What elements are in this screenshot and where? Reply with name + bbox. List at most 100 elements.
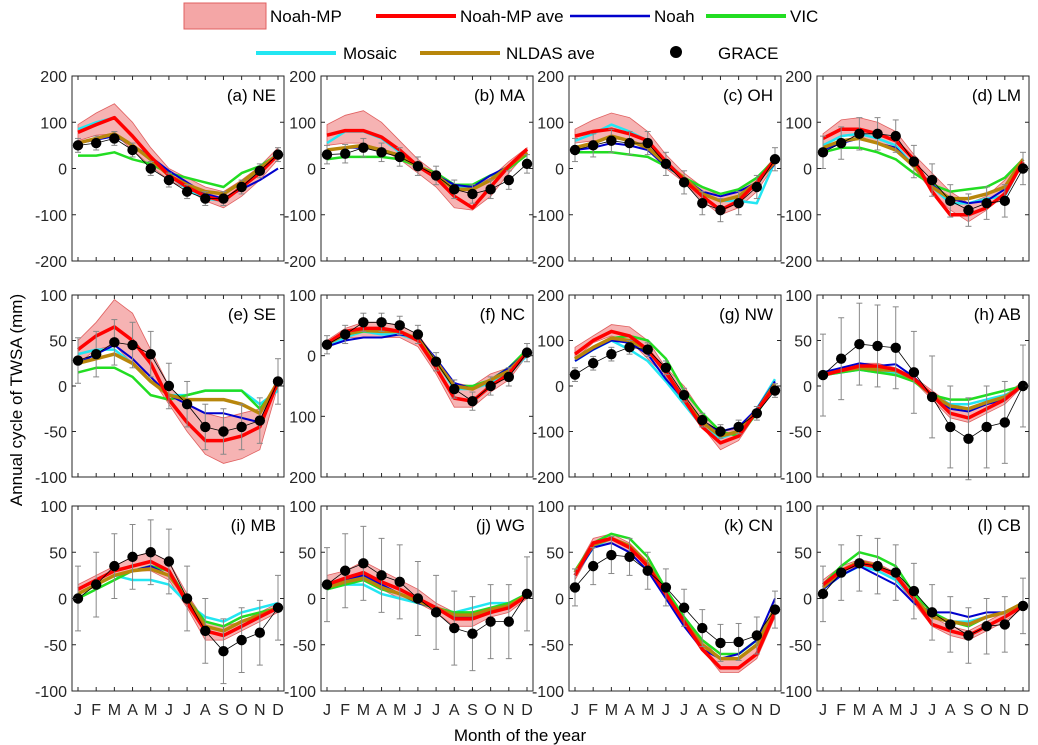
- grace-point: [254, 415, 266, 426]
- x-tick-label: M: [144, 702, 157, 719]
- x-tick-label: N: [254, 702, 266, 719]
- grace-point: [854, 128, 865, 140]
- grace-point: [908, 585, 920, 597]
- grace-point: [321, 149, 333, 160]
- y-tick-label: 100: [289, 115, 316, 132]
- x-tick-label: M: [357, 702, 370, 719]
- grace-point: [272, 602, 284, 613]
- x-tick-label: M: [393, 702, 406, 719]
- grace-point: [908, 367, 920, 378]
- x-tick-label: D: [521, 702, 533, 719]
- grace-point: [236, 181, 247, 193]
- y-tick-label: 200: [537, 288, 564, 305]
- grace-point: [569, 582, 581, 593]
- panel-title: (h) AB: [974, 305, 1021, 324]
- grace-point: [835, 567, 847, 578]
- grace-point: [715, 426, 726, 437]
- y-tick-label: 200: [537, 69, 564, 86]
- grace-point: [449, 622, 460, 634]
- grace-point: [272, 149, 284, 160]
- x-tick-label: O: [484, 702, 496, 719]
- grace-point: [181, 186, 193, 197]
- grace-point: [72, 593, 84, 604]
- panel-title: (c) OH: [723, 86, 773, 105]
- grace-point: [90, 137, 102, 149]
- legend-swatch-grace: [670, 46, 682, 58]
- y-tick-label: -200: [780, 254, 812, 271]
- grace-point: [394, 151, 405, 163]
- x-tick-label: J: [928, 702, 936, 719]
- x-tick-label: J: [74, 702, 82, 719]
- grace-point: [236, 634, 247, 646]
- x-axis-label: Month of the year: [454, 726, 587, 745]
- y-tick-label: -200: [35, 254, 67, 271]
- y-tick-label: 0: [58, 592, 67, 609]
- grace-point: [109, 133, 120, 144]
- x-tick-label: S: [715, 702, 726, 719]
- grace-point: [769, 604, 781, 615]
- grace-point: [1017, 163, 1029, 174]
- grace-point: [733, 421, 744, 433]
- grace-point: [963, 630, 974, 641]
- grace-point: [872, 560, 883, 572]
- x-tick-label: F: [340, 702, 350, 719]
- legend-label-mosaic: Mosaic: [343, 44, 397, 63]
- y-tick-label: -100: [35, 208, 67, 225]
- grace-point: [145, 348, 156, 360]
- x-tick-label: O: [980, 702, 992, 719]
- grace-point: [769, 154, 781, 165]
- y-tick-label: 0: [58, 162, 67, 179]
- grace-point: [890, 130, 901, 142]
- series-line-noahmp_ave: [326, 570, 528, 621]
- grace-point: [127, 339, 138, 351]
- grace-point: [339, 565, 351, 576]
- panel-title: (i) MB: [231, 516, 276, 535]
- grace-point: [587, 358, 599, 369]
- legend-label-noah: Noah: [654, 7, 695, 26]
- grace-point: [412, 160, 424, 172]
- grace-point: [606, 135, 617, 146]
- grace-point: [890, 567, 901, 578]
- grace-point: [503, 616, 515, 627]
- x-tick-label: F: [91, 702, 101, 719]
- grace-point: [872, 340, 883, 352]
- y-tick-label: 50: [298, 545, 316, 562]
- grace-point: [181, 399, 193, 410]
- grace-point: [394, 320, 405, 331]
- panel-title: (l) CB: [978, 516, 1021, 535]
- y-tick-label: -50: [44, 425, 67, 442]
- series-line-noah: [77, 344, 279, 424]
- grace-point: [521, 158, 533, 170]
- grace-point: [412, 329, 424, 340]
- series-line-noahmp_ave: [573, 536, 777, 670]
- grace-point: [358, 142, 369, 153]
- y-tick-label: -50: [541, 638, 564, 655]
- x-tick-label: D: [272, 702, 284, 719]
- y-tick-label: 0: [307, 592, 316, 609]
- y-tick-label: -50: [44, 638, 67, 655]
- panel-title: (j) WG: [476, 516, 525, 535]
- grace-point: [127, 551, 138, 563]
- x-tick-label: J: [662, 702, 670, 719]
- x-tick-label: A: [376, 702, 387, 719]
- grace-point: [715, 637, 726, 649]
- x-tick-label: F: [836, 702, 846, 719]
- grace-point: [109, 560, 120, 572]
- panel-2: -200 -100 0 100 200 (c) OH: [532, 69, 782, 271]
- y-tick-label: 100: [289, 499, 316, 516]
- y-tick-label: 50: [49, 545, 67, 562]
- grace-point: [430, 170, 442, 181]
- x-tick-label: A: [200, 702, 211, 719]
- x-tick-label: O: [732, 702, 744, 719]
- x-tick-label: N: [999, 702, 1011, 719]
- y-tick-label: 200: [785, 69, 812, 86]
- grace-point: [624, 137, 635, 149]
- x-tick-label: F: [588, 702, 598, 719]
- x-tick-label: D: [769, 702, 781, 719]
- grace-point: [678, 602, 690, 613]
- grace-point: [163, 380, 175, 392]
- grace-point: [127, 144, 138, 156]
- y-tick-label: 200: [40, 69, 67, 86]
